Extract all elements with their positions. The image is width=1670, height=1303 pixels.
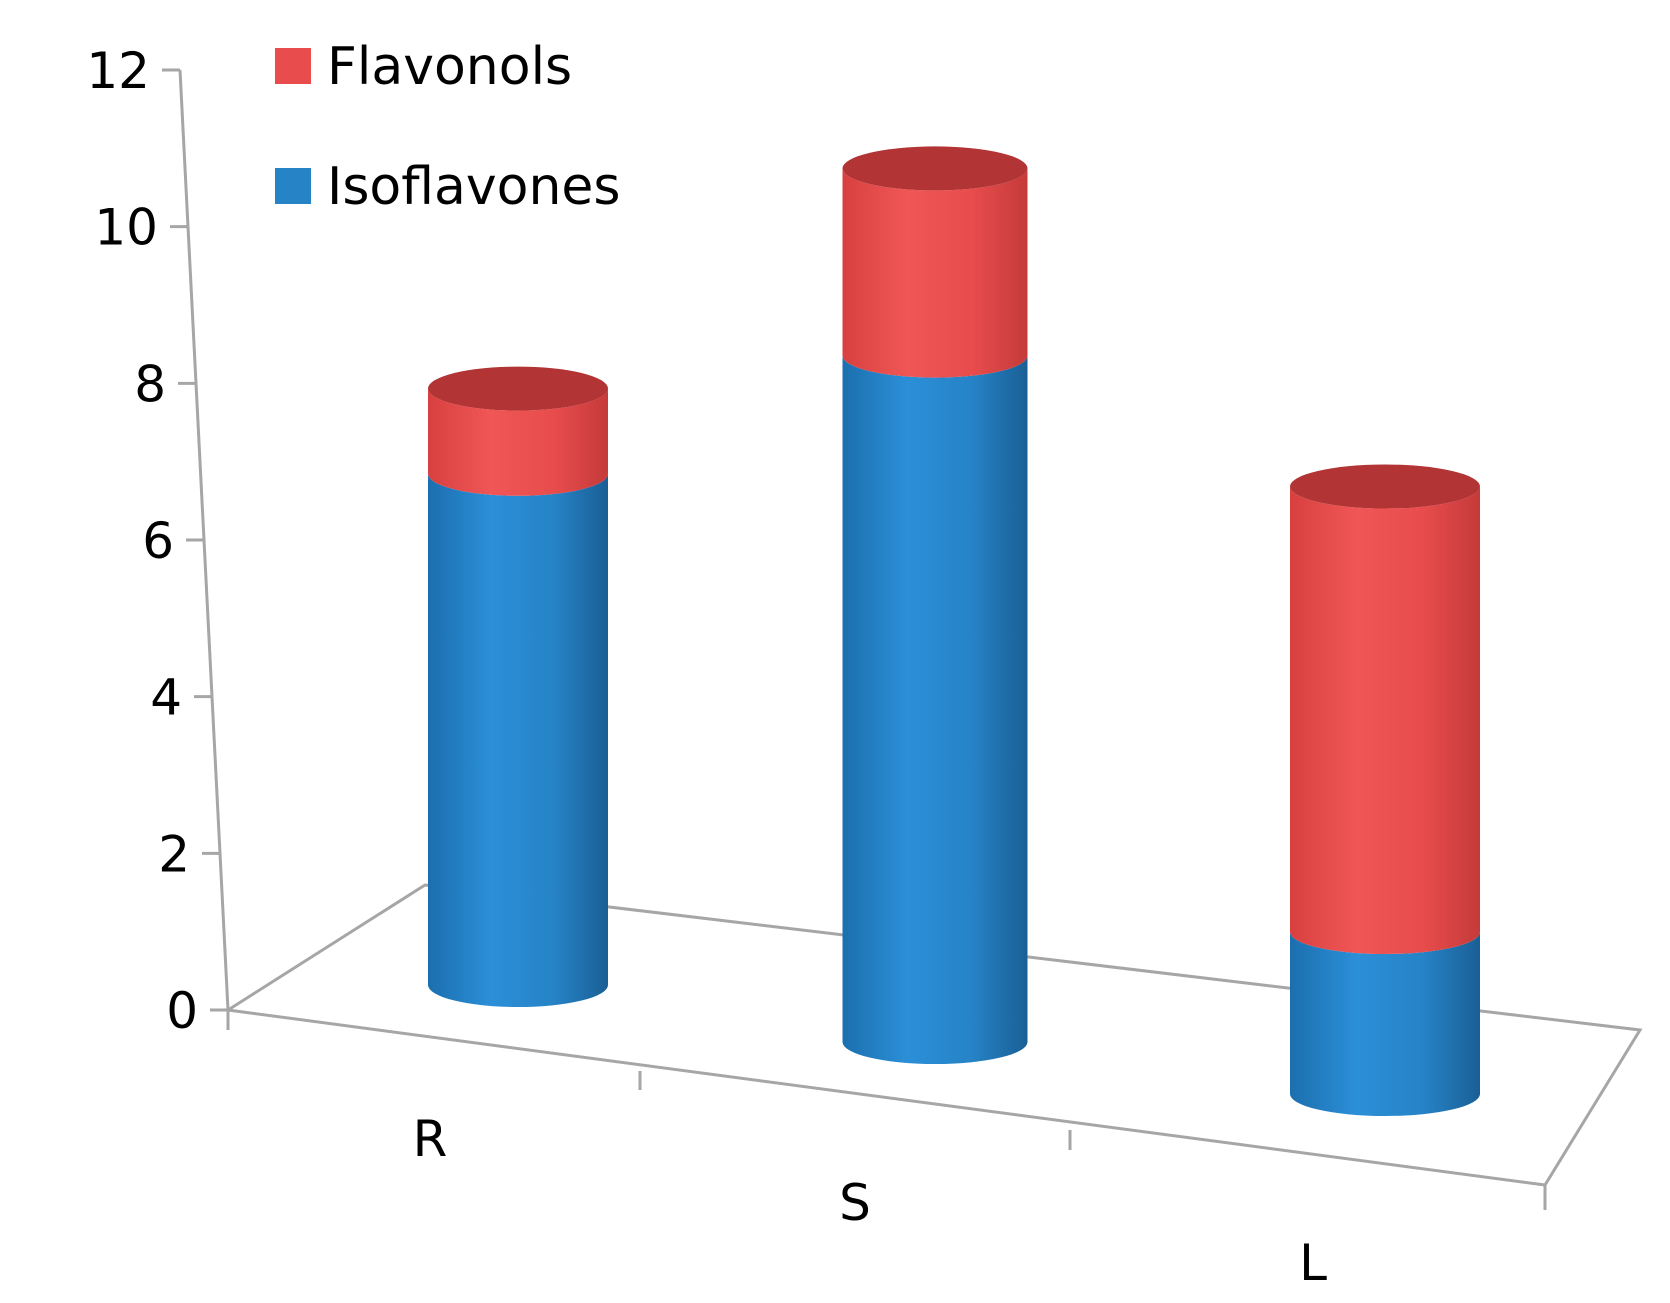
bar-L-isoflavones: [1290, 932, 1480, 1116]
bar-group-R: [428, 366, 608, 1007]
category-label-S: S: [839, 1174, 871, 1232]
legend: Flavonols Isoflavones: [275, 37, 621, 217]
y-tick-label-3: 6: [142, 512, 174, 570]
bar-R-flavonols: [428, 388, 608, 496]
bar-group-S: [842, 146, 1028, 1065]
floor-plane: [223, 883, 1643, 1187]
bar-cap-L: [1290, 464, 1480, 509]
category-label-R: R: [413, 1110, 448, 1168]
bar-cap-R: [428, 366, 608, 411]
legend-swatch-isoflavones: [275, 168, 311, 204]
bar-group-L: [1290, 464, 1481, 1116]
bar-R-isoflavones: [428, 473, 608, 1007]
bar-cap-S: [842, 146, 1028, 191]
legend-label-isoflavones: Isoflavones: [327, 157, 621, 217]
axes: 0 2 4 6 8 10 12: [86, 42, 1643, 1210]
y-axis-ticks: 0 2 4 6 8 10 12: [86, 42, 228, 1040]
y-tick-label-4: 8: [134, 355, 166, 413]
y-tick-label-6: 12: [86, 42, 150, 100]
y-tick-label-5: 10: [94, 199, 158, 257]
legend-label-flavonols: Flavonols: [327, 37, 572, 97]
bars-layer: [428, 146, 1481, 1116]
y-tick-label-1: 2: [158, 825, 190, 883]
category-label-L: L: [1299, 1234, 1327, 1292]
y-tick-label-2: 4: [150, 669, 182, 727]
legend-swatch-flavonols: [275, 48, 311, 84]
bar-S-isoflavones: [842, 355, 1028, 1065]
bar-L-flavonols: [1290, 486, 1481, 954]
category-labels: R S L: [413, 1110, 1327, 1292]
bar-S-flavonols: [842, 168, 1028, 378]
y-tick-label-0: 0: [166, 982, 198, 1040]
